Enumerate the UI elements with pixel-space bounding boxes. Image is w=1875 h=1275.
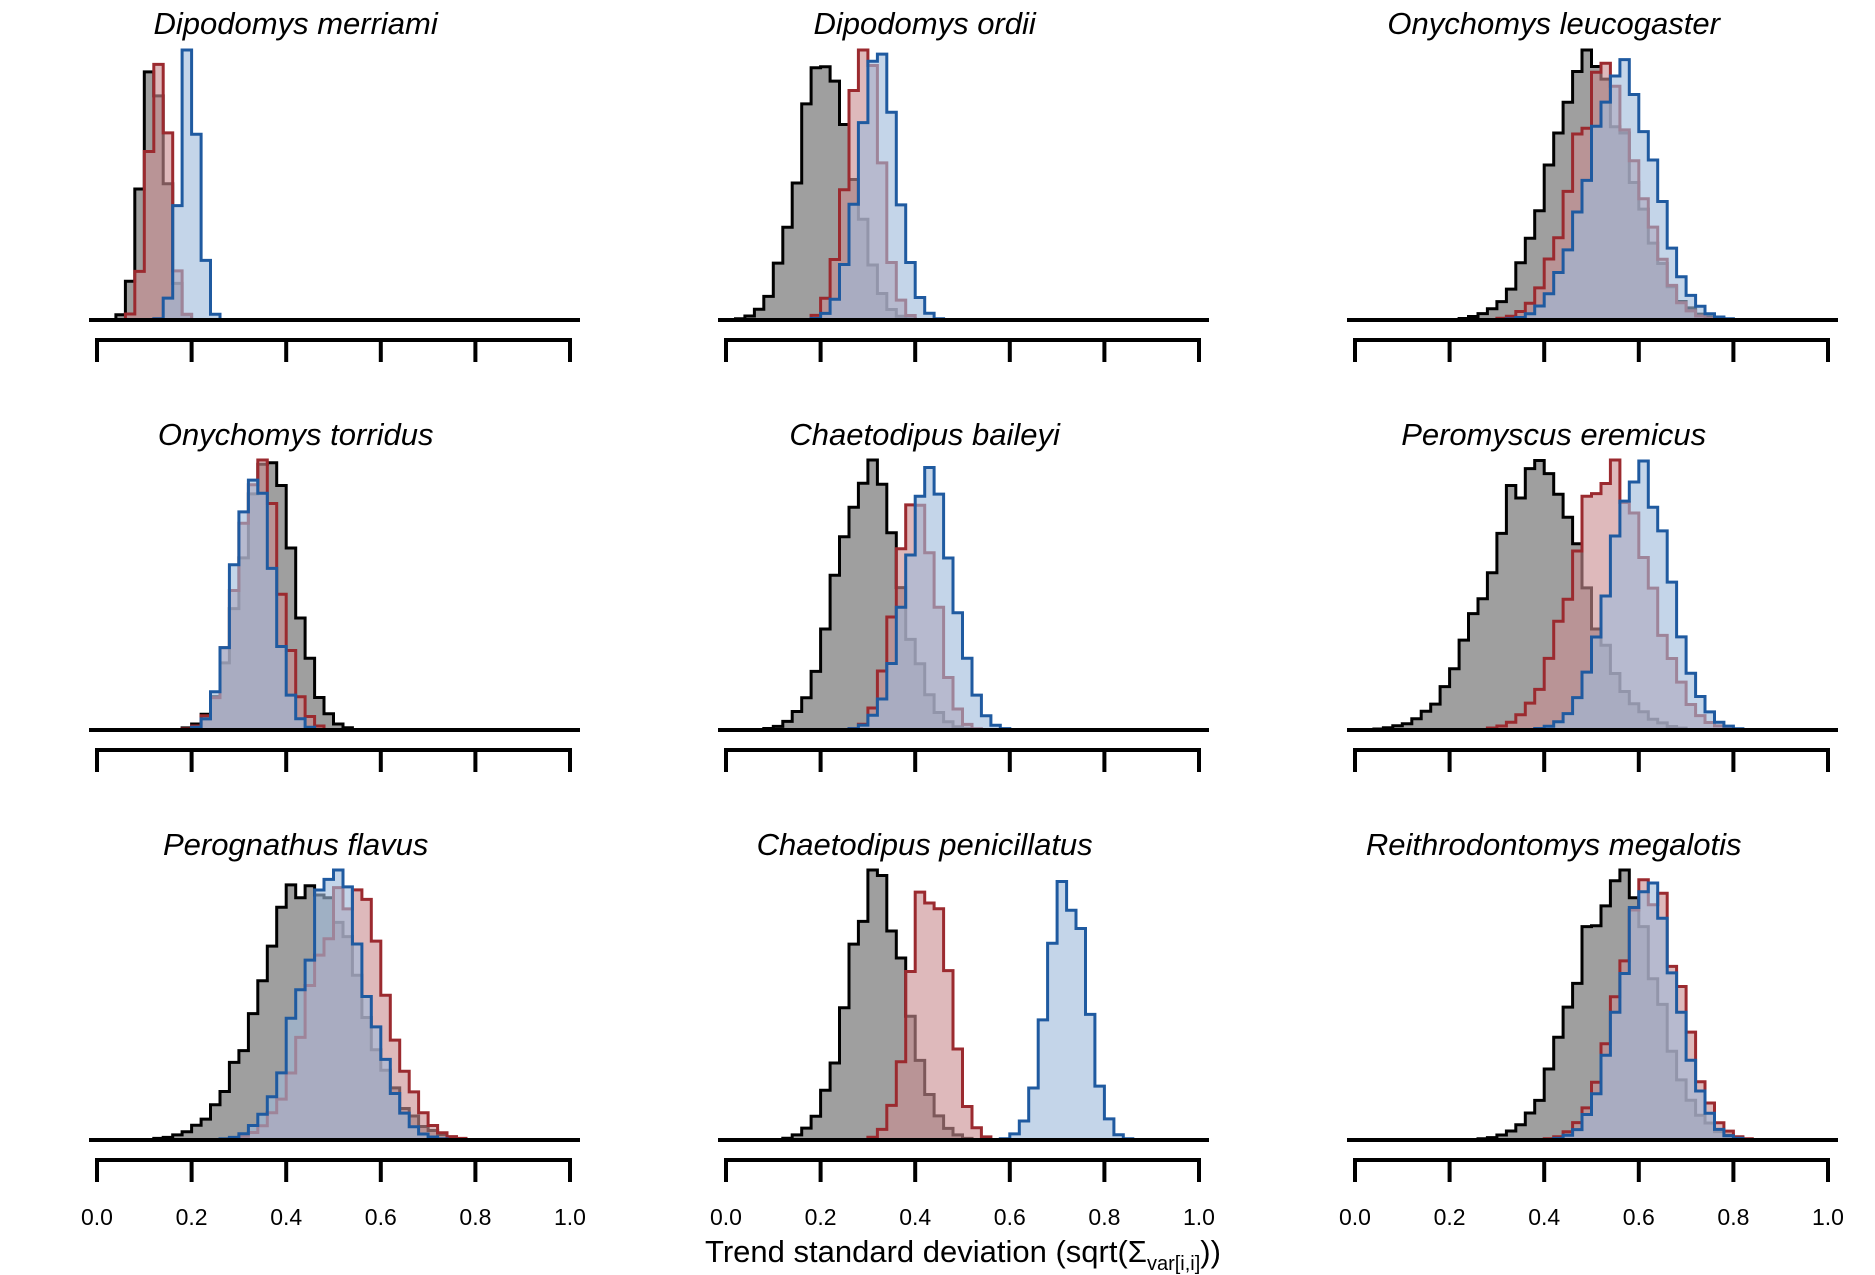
- panel-title: Reithrodontomys megalotis: [1366, 827, 1742, 862]
- histogram-blue: [190, 478, 317, 732]
- panel-1: Dipodomys merriami: [89, 6, 580, 362]
- x-axis-title: Trend standard deviation (sqrt(Σvar[i,i]…: [705, 1234, 1221, 1275]
- x-tick-label: 0.4: [1528, 1204, 1560, 1230]
- panel-8: Chaetodipus penicillatus 0.0 0.2 0.4 0.6 0.8 1…: [710, 827, 1215, 1230]
- panel-9: Reithrodontomys megalotis 0.0 0.2 0.4 0.6 0.8…: [1339, 827, 1844, 1230]
- x-tick-label: 0.6: [365, 1204, 397, 1230]
- x-tick-label: 1.0: [1183, 1204, 1215, 1230]
- x-tick-label: 0.6: [994, 1204, 1026, 1230]
- panel-4: Onychomys torridus: [89, 417, 580, 772]
- panel-2: Dipodomys ordii: [718, 6, 1209, 362]
- panels-group: Dipodomys merriami Dipodomys ordii Onychom…: [81, 6, 1844, 1230]
- panel-6: Peromyscus eremicus: [1347, 417, 1838, 772]
- x-tick-label: 1.0: [554, 1204, 586, 1230]
- x-axis-title-subscript: var[i,i]: [1147, 1253, 1200, 1275]
- x-tick-label: 0.0: [1339, 1204, 1371, 1230]
- histogram-blue: [218, 868, 449, 1142]
- panel-title: Peromyscus eremicus: [1401, 417, 1706, 452]
- panel-title: Chaetodipus penicillatus: [757, 827, 1093, 862]
- x-tick-label: 0.6: [1623, 1204, 1655, 1230]
- x-tick-label: 0.8: [1717, 1204, 1749, 1230]
- panel-title: Onychomys torridus: [158, 417, 434, 452]
- x-axis-title-main: Trend standard deviation (sqrt(: [705, 1234, 1128, 1269]
- x-tick-label: 1.0: [1812, 1204, 1844, 1230]
- histogram-blue: [847, 466, 1012, 732]
- x-tick-label: 0.2: [176, 1204, 208, 1230]
- histogram-blue: [998, 880, 1135, 1142]
- x-tick-label: 0.8: [1088, 1204, 1120, 1230]
- x-tick-label: 0.4: [899, 1204, 931, 1230]
- histogram-blue: [1552, 881, 1745, 1142]
- panel-7: Perognathus flavus 0.0 0.2 0.4 0.6 0.8 1.0: [81, 827, 586, 1230]
- histogram-red: [866, 890, 993, 1142]
- panel-title: Dipodomys merriami: [154, 6, 439, 41]
- x-tick-label: 0.2: [805, 1204, 837, 1230]
- x-axis-title-symbol: Σ: [1128, 1234, 1147, 1269]
- x-tick-label: 0.0: [710, 1204, 742, 1230]
- x-tick-label: 0.2: [1434, 1204, 1466, 1230]
- panel-title: Chaetodipus baileyi: [789, 417, 1061, 452]
- histogram-blue: [1504, 58, 1735, 322]
- histogram-blue: [809, 52, 946, 322]
- x-tick-label: 0.4: [270, 1204, 302, 1230]
- panel-title: Perognathus flavus: [163, 827, 428, 862]
- panel-5: Chaetodipus baileyi: [718, 417, 1209, 772]
- x-tick-label: 0.8: [459, 1204, 491, 1230]
- x-tick-label: 0.0: [81, 1204, 113, 1230]
- panel-title: Onychomys leucogaster: [1387, 6, 1721, 41]
- panel-title: Dipodomys ordii: [814, 6, 1037, 41]
- histogram-blue: [1533, 459, 1745, 732]
- x-axis-title-close: )): [1200, 1234, 1221, 1269]
- histogram-blue: [152, 48, 222, 322]
- panel-3: Onychomys leucogaster: [1347, 6, 1838, 362]
